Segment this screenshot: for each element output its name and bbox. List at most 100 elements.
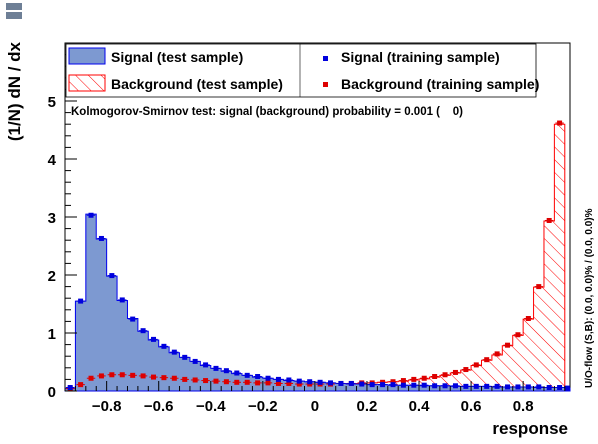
- signal-training-point: [399, 382, 408, 388]
- signal-training-point: [138, 328, 148, 334]
- background-training-point: [118, 372, 127, 378]
- signal-training-point: [492, 383, 502, 389]
- x-tick-label: 0.4: [409, 398, 431, 415]
- y-tick-label: 0: [48, 384, 56, 401]
- x-tick-label: −0.6: [144, 398, 174, 415]
- legend-swatch-filled: [68, 47, 106, 65]
- signal-training-point: [503, 384, 512, 390]
- background-training-point: [201, 378, 210, 384]
- background-training-point: [472, 362, 481, 368]
- background-training-point: [253, 380, 262, 386]
- background-training-point: [534, 284, 543, 290]
- x-tick-label: −0.8: [92, 398, 122, 415]
- signal-training-point: [513, 384, 523, 390]
- signal-training-point: [253, 374, 262, 379]
- signal-training-point: [243, 372, 252, 378]
- signal-training-point: [420, 382, 429, 388]
- signal-training-point: [440, 383, 450, 389]
- background-training-point: [420, 375, 429, 381]
- signal-training-point: [357, 381, 366, 387]
- background-training-point: [274, 380, 283, 386]
- background-training-point: [211, 378, 221, 384]
- overflow-annotation: U/O-flow (S,B): (0.0, 0.0)% / (0.0, 0.0)…: [584, 208, 595, 388]
- signal-training-point: [66, 385, 75, 391]
- background-training-point: [524, 316, 533, 321]
- ks-test-annotation: Kolmogorov-Smirnov test: signal (backgro…: [71, 106, 463, 118]
- background-training-point: [243, 379, 252, 385]
- signal-training-point: [190, 358, 200, 364]
- background-training-point: [138, 373, 148, 379]
- signal-training-point: [86, 212, 96, 218]
- signal-training-point: [149, 336, 158, 342]
- legend-swatch-hatched: [68, 74, 106, 92]
- signal-training-point: [118, 297, 127, 303]
- legend-swatch-red-marker: [323, 82, 328, 87]
- legend-label: Signal (test sample): [111, 49, 243, 65]
- background-training-point: [263, 380, 273, 386]
- background-training-point: [399, 378, 408, 384]
- signal-training-point: [128, 316, 137, 322]
- x-axis: −0.8 −0.6 −0.4 −0.2 0 0.2 0.4 0.6 0.8: [64, 381, 566, 415]
- legend: Signal (test sample) Signal (training sa…: [65, 43, 539, 98]
- legend-entry-background-test: Background (test sample): [68, 74, 283, 92]
- background-training-point: [430, 374, 439, 379]
- menu-icon[interactable]: [6, 3, 22, 19]
- signal-training-point: [295, 378, 304, 384]
- legend-entry-signal-test: Signal (test sample): [68, 47, 243, 65]
- signal-training-point: [284, 377, 294, 383]
- legend-label: Background (test sample): [111, 76, 283, 92]
- background-training-point: [513, 332, 523, 338]
- background-training-point: [284, 380, 294, 386]
- signal-training-point: [451, 383, 460, 389]
- background-training-point: [503, 342, 512, 348]
- x-tick-label: 0: [311, 398, 319, 415]
- x-tick-label: 0.8: [513, 398, 534, 415]
- signal-training-point: [555, 385, 564, 391]
- signal-training-point: [367, 382, 377, 388]
- legend-label: Signal (training sample): [341, 49, 500, 65]
- signal-training-point: [263, 375, 273, 381]
- x-tick-label: 0.6: [461, 398, 482, 415]
- background-training-point: [190, 377, 200, 383]
- background-training-point: [97, 373, 106, 379]
- background-training-point: [544, 217, 554, 223]
- legend-label: Background (training sample): [341, 76, 539, 92]
- signal-training-point: [409, 382, 419, 388]
- background-training-point: [482, 357, 491, 363]
- y-tick-label: 1: [48, 326, 56, 343]
- signal-training-point: [482, 383, 491, 389]
- background-training-point: [388, 379, 398, 385]
- legend-entry-signal-training: Signal (training sample): [323, 49, 500, 65]
- signal-training-point: [180, 354, 189, 360]
- y-tick-label: 5: [48, 94, 56, 111]
- signal-training-point: [315, 379, 325, 385]
- y-axis-label: (1/N) dN / dx: [5, 41, 24, 141]
- signal-training-point: [76, 298, 85, 304]
- x-tick-label: 0.2: [357, 398, 378, 415]
- background-training-point: [409, 376, 419, 382]
- y-tick-label: 4: [48, 152, 57, 169]
- signal-training-point: [107, 273, 117, 279]
- legend-swatch-blue-marker: [323, 56, 328, 61]
- background-training-point: [159, 375, 169, 381]
- signal-training-point: [564, 385, 570, 391]
- background-training-point: [440, 372, 450, 378]
- signal-training-markers: [66, 212, 570, 391]
- x-axis-label: response: [492, 419, 568, 438]
- signal-training-point: [461, 383, 471, 389]
- signal-training-point: [201, 362, 210, 368]
- background-training-point: [107, 372, 117, 378]
- y-tick-label: 2: [48, 268, 56, 285]
- background-training-point: [76, 382, 85, 388]
- signal-training-point: [544, 385, 554, 391]
- background-training-point: [555, 120, 564, 126]
- signal-training-point: [211, 365, 221, 371]
- signal-training-point: [430, 383, 439, 389]
- signal-training-point: [336, 380, 346, 386]
- background-training-point: [492, 351, 502, 357]
- background-training-point: [128, 372, 137, 378]
- signal-training-point: [378, 382, 387, 388]
- y-tick-label: 3: [48, 210, 56, 227]
- background-training-point: [170, 375, 179, 381]
